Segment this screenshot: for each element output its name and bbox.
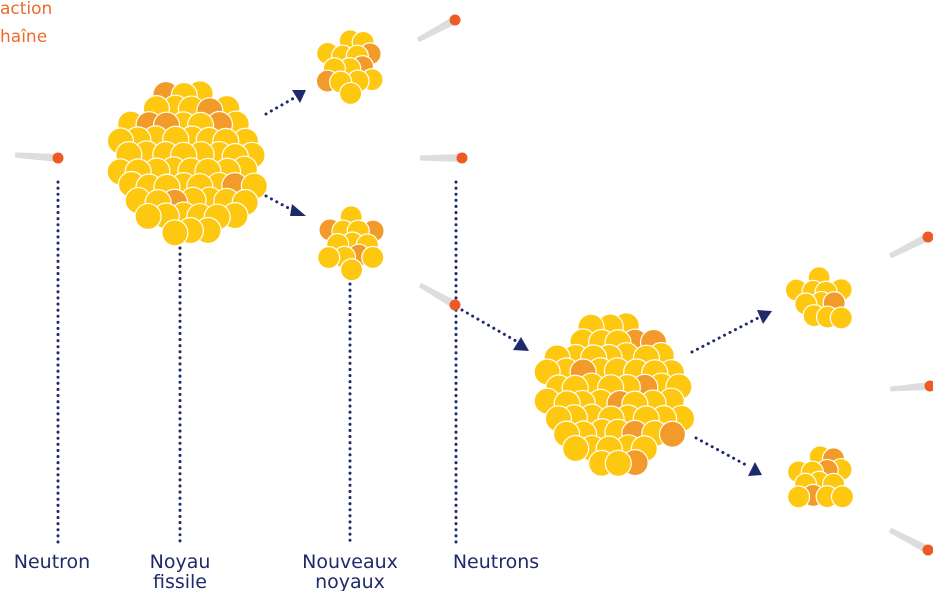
neutron bbox=[449, 14, 461, 26]
neutron-trail bbox=[14, 152, 59, 162]
nuclei bbox=[106, 29, 855, 509]
arrow-head bbox=[292, 90, 306, 103]
nucleus bbox=[315, 29, 384, 106]
neutron bbox=[924, 380, 933, 392]
arrow-head bbox=[290, 204, 306, 216]
neutron-trail bbox=[418, 282, 457, 309]
arrow-line bbox=[460, 308, 518, 343]
neutron-trail bbox=[888, 233, 930, 259]
nucleon bbox=[340, 258, 364, 282]
neutrons bbox=[14, 14, 933, 556]
arrow-line bbox=[264, 96, 296, 116]
nucleon bbox=[562, 434, 590, 463]
arrow-head bbox=[513, 337, 529, 351]
neutron bbox=[52, 152, 64, 164]
nucleus bbox=[784, 266, 853, 330]
neutron bbox=[449, 299, 461, 311]
nucleus bbox=[786, 445, 855, 509]
neutron-trail bbox=[420, 154, 462, 162]
title-line: action bbox=[0, 0, 52, 19]
arrow-line bbox=[694, 436, 750, 468]
nucleon bbox=[338, 81, 363, 106]
arrow-head bbox=[748, 462, 762, 476]
neutron-trail bbox=[888, 527, 930, 554]
nucleon bbox=[317, 245, 341, 270]
label: fissile bbox=[153, 571, 207, 591]
nucleon bbox=[134, 202, 162, 231]
neutron-trail bbox=[889, 382, 931, 392]
neutron bbox=[922, 231, 933, 243]
neutron bbox=[456, 152, 468, 164]
nucleon bbox=[830, 485, 855, 509]
label: Nouveaux bbox=[302, 551, 398, 573]
nucleon bbox=[361, 245, 385, 270]
nucleon bbox=[786, 485, 811, 509]
label: noyaux bbox=[315, 571, 385, 591]
nucleon bbox=[161, 219, 189, 247]
label: Neutron bbox=[14, 551, 90, 573]
nucleon bbox=[604, 449, 632, 477]
arrow-line bbox=[264, 194, 294, 212]
label: Noyau bbox=[150, 551, 211, 573]
title-line: haîne bbox=[0, 27, 47, 47]
arrow-line bbox=[690, 316, 760, 354]
nucleus bbox=[533, 312, 696, 477]
nucleus bbox=[317, 205, 385, 282]
arrow-head bbox=[757, 310, 772, 324]
neutron-trail bbox=[416, 16, 457, 43]
neutron bbox=[922, 544, 933, 556]
nucleus bbox=[106, 80, 268, 247]
nucleon bbox=[658, 420, 687, 448]
guides bbox=[56, 90, 772, 547]
label: Neutrons bbox=[453, 551, 539, 573]
nucleon bbox=[829, 306, 853, 330]
